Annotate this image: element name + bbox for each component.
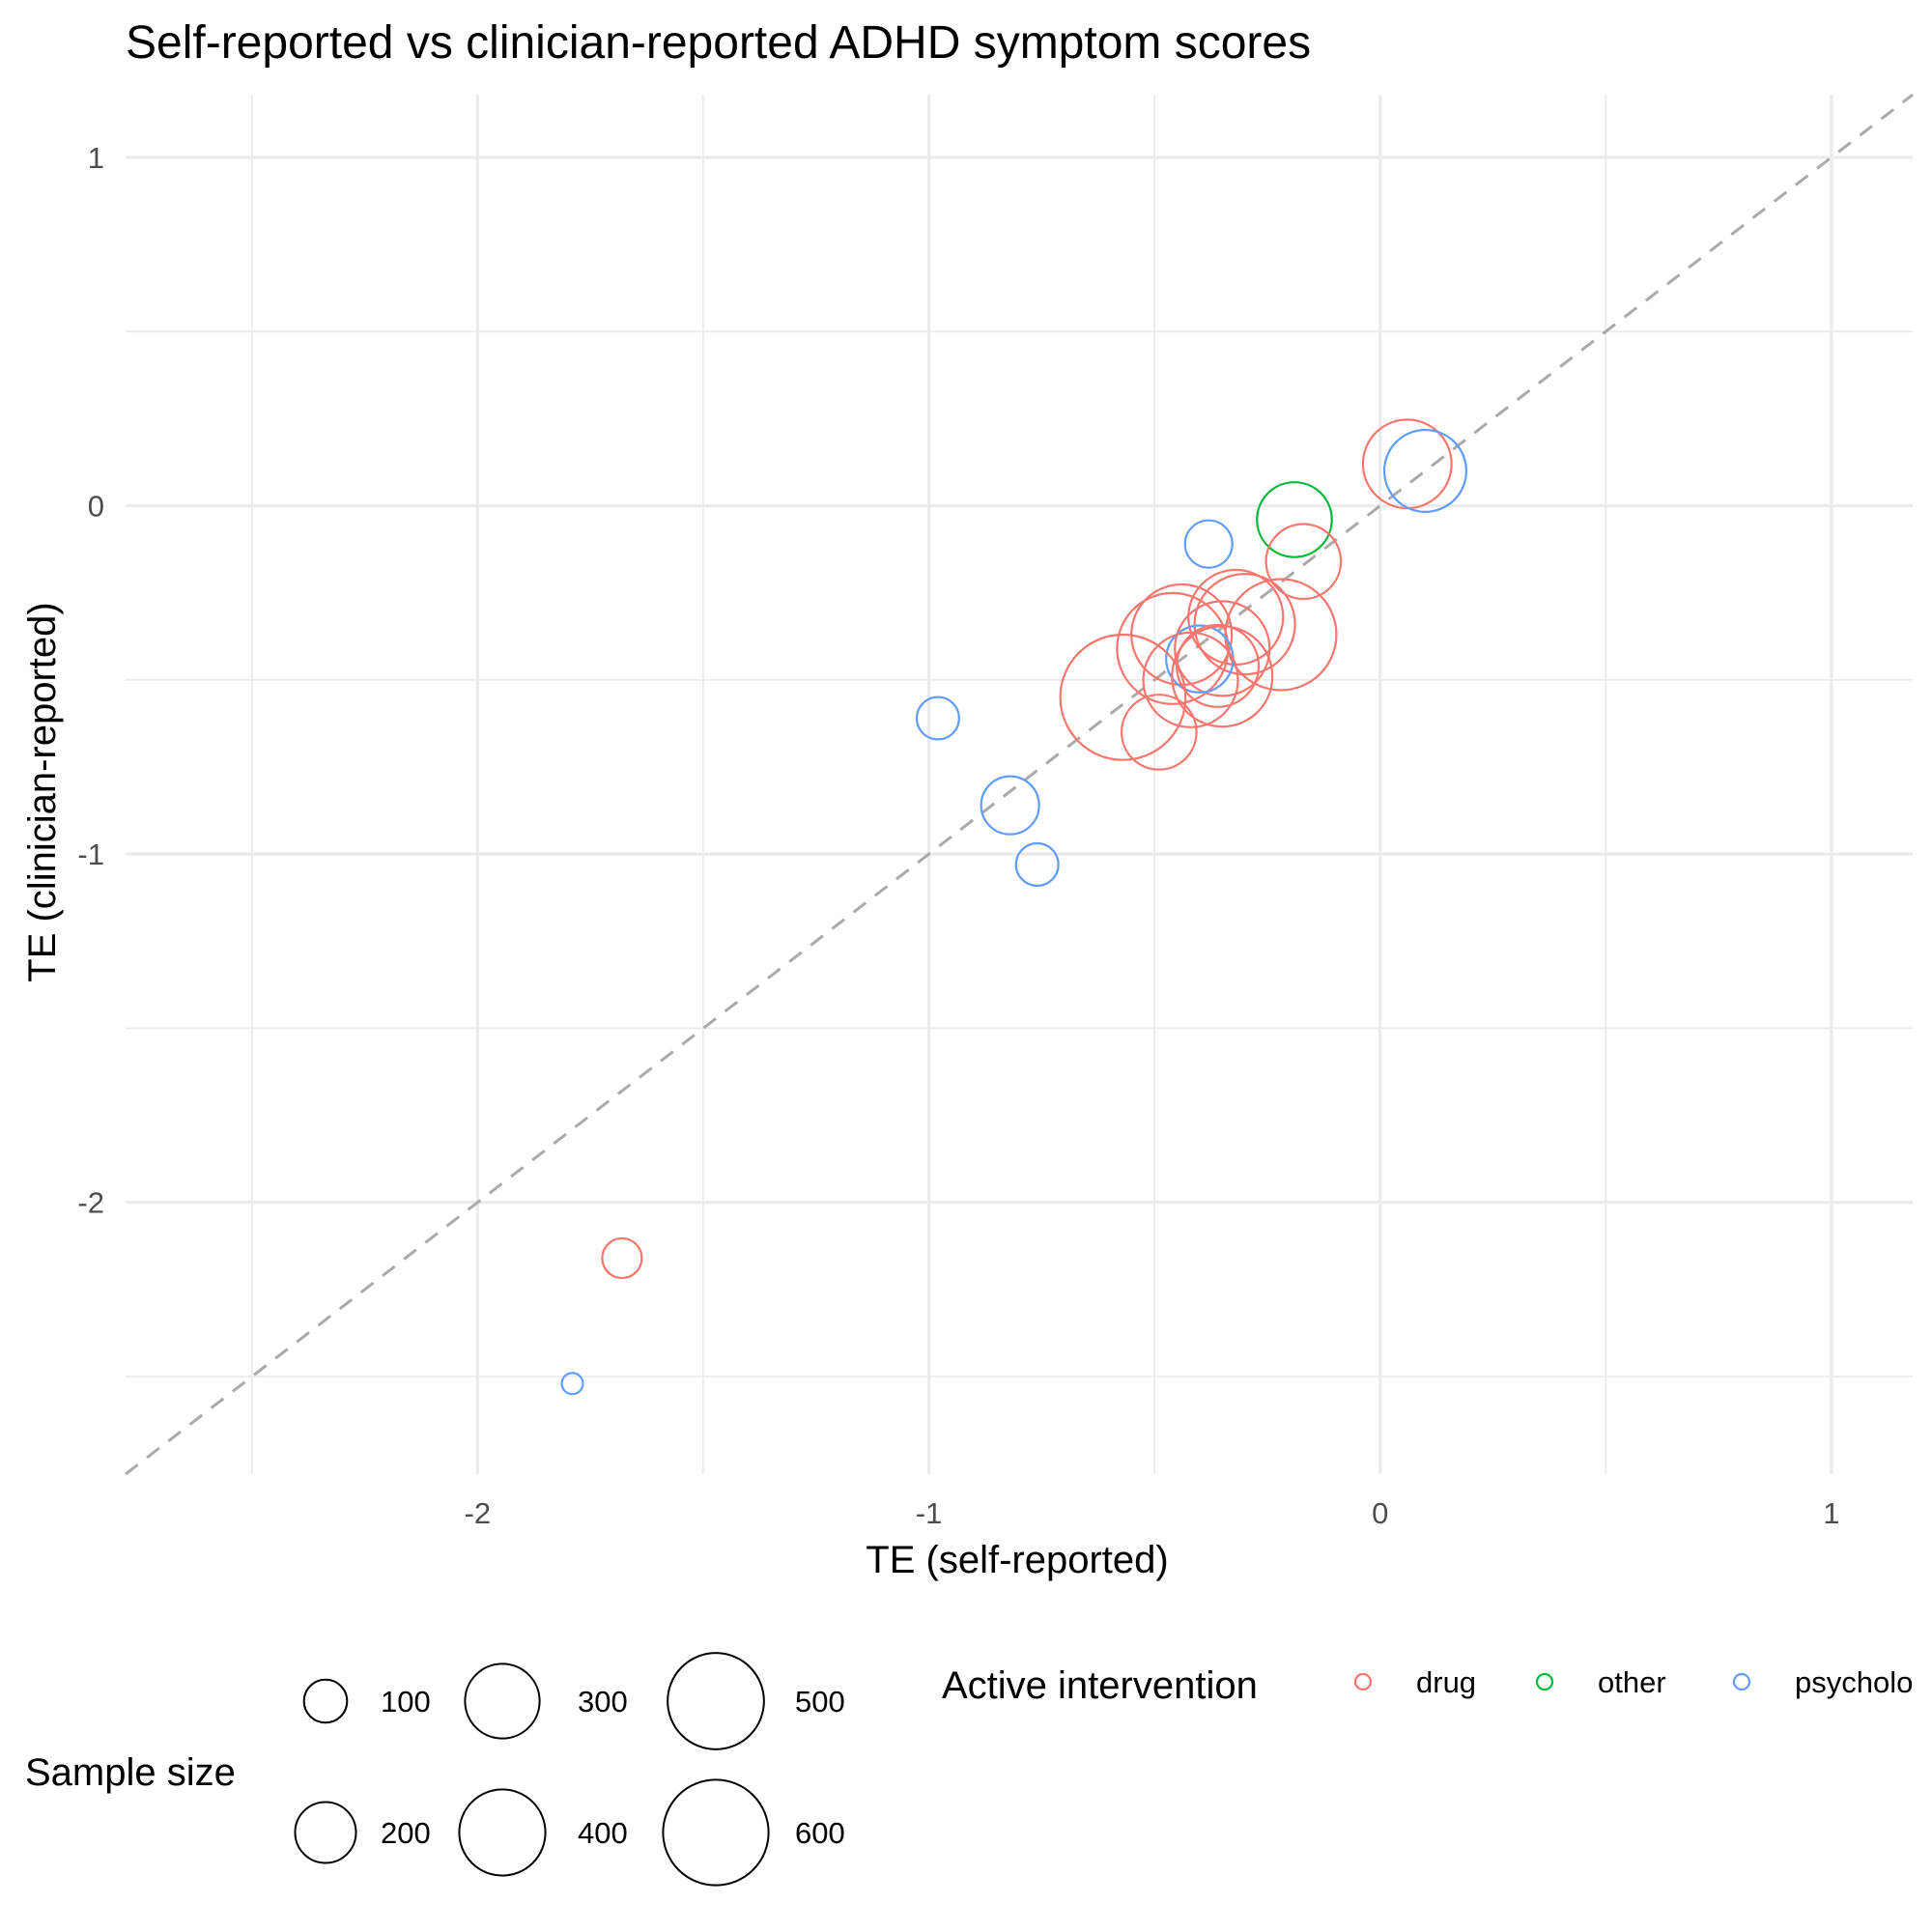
color-legend-label: psycholo [1795,1665,1913,1699]
y-tick-label: 0 [88,490,104,524]
color-legend-label: drug [1416,1665,1476,1699]
size-legend-label: 500 [795,1685,845,1719]
size-legend-label: 200 [381,1816,431,1850]
y-axis-title: TE (clinician-reported) [21,602,64,981]
size-legend-label: 300 [578,1685,628,1719]
size-legend-key [662,1778,770,1887]
size-legend-key [464,1662,541,1740]
data-point [1120,694,1198,771]
size-legend-label: 400 [578,1816,628,1850]
size-legend-key [294,1801,357,1864]
x-tick-label: 0 [1372,1496,1388,1530]
y-tick-label: -2 [77,1186,104,1220]
reference-line [125,93,1914,1476]
y-tick-label: 1 [88,141,104,175]
data-points [560,418,1467,1396]
data-point [1116,591,1230,705]
y-tick-label: -1 [77,838,104,871]
data-point [1014,841,1060,887]
data-point [1171,625,1274,728]
data-point [1183,519,1234,569]
color-legend-title: Active intervention [942,1664,1258,1707]
color-legend-key [1535,1672,1554,1691]
data-point [1142,631,1239,728]
size-legend-key [458,1788,547,1877]
data-point [1256,481,1333,558]
size-legend-label: 600 [795,1816,845,1850]
data-point [560,1372,584,1396]
size-legend-label: 100 [381,1685,431,1719]
x-axis-title: TE (self-reported) [866,1539,1168,1581]
data-point [1382,428,1467,513]
data-point [980,775,1040,836]
color-legend-key [1353,1672,1373,1691]
identity-line [125,93,1914,1476]
data-point [1174,600,1271,697]
data-point [1059,633,1187,761]
data-point [601,1236,643,1280]
x-tick-label: 1 [1823,1496,1839,1530]
data-point [1264,523,1343,601]
color-legend-label: other [1598,1665,1666,1699]
color-legend: drug other psycholo [1353,1665,1913,1699]
grid [126,95,1913,1474]
size-legend-key [667,1652,765,1750]
x-tick-label: -2 [465,1496,492,1530]
x-tick-label: -1 [916,1496,943,1530]
size-legend-title: Sample size [25,1751,236,1794]
x-axis-ticks: -2 -1 0 1 [465,1496,1840,1530]
size-legend: 100 200 300 400 500 600 [294,1652,845,1887]
chart-title: Self-reported vs clinician-reported ADHD… [126,17,1311,69]
color-legend-key [1732,1672,1751,1691]
y-axis-ticks: -2 -1 0 1 [77,141,104,1220]
size-legend-key [302,1678,349,1724]
data-point [1193,573,1296,676]
data-point [915,696,960,741]
